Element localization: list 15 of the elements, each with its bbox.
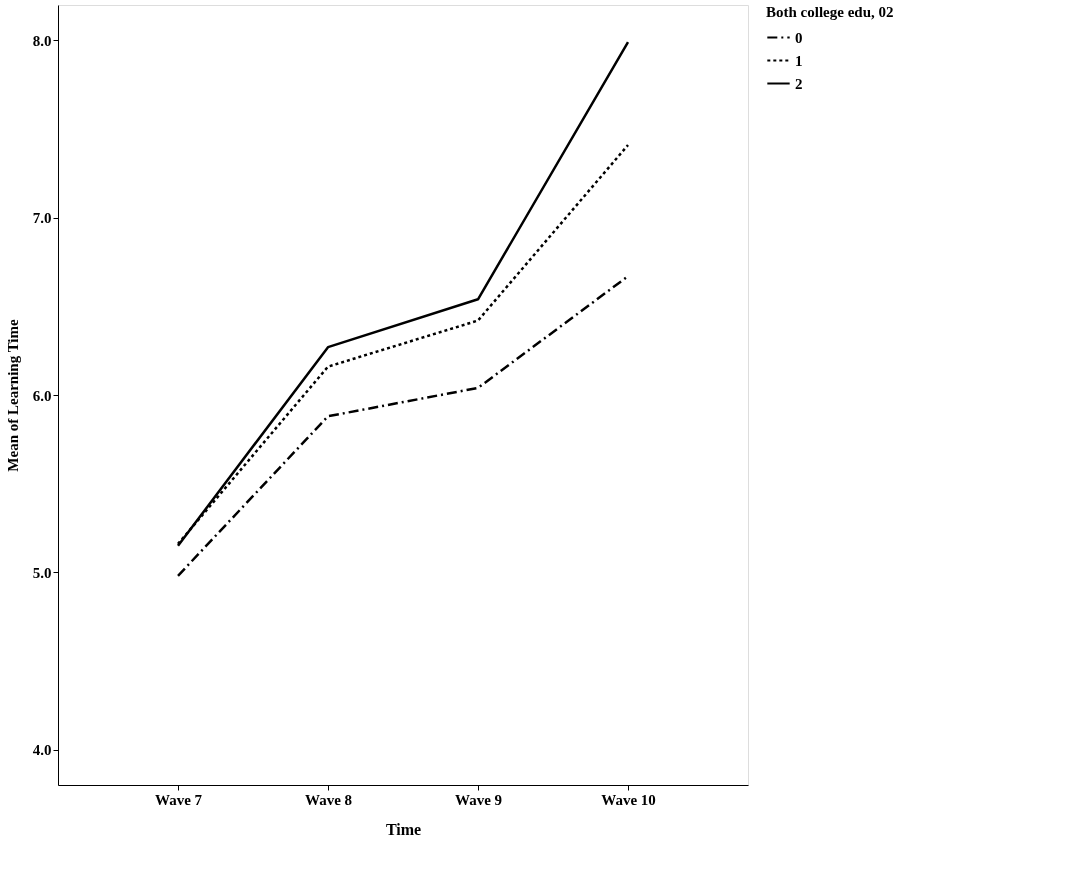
y-tick-label: 4.0 — [32, 742, 52, 759]
x-tick-label: Wave 7 — [154, 791, 203, 808]
legend-title: Both college edu, 02 — [766, 4, 894, 20]
x-axis-title: Time — [385, 820, 422, 838]
y-tick-label: 5.0 — [32, 564, 52, 581]
y-axis-title: Mean of Learning Time — [4, 318, 21, 472]
x-tick-label: Wave 8 — [304, 791, 353, 808]
legend-label: 1 — [795, 52, 803, 69]
y-tick-label: 7.0 — [32, 210, 52, 227]
legend-label: 2 — [795, 75, 803, 92]
x-tick-label: Wave 9 — [454, 791, 503, 808]
legend-label: 0 — [795, 29, 803, 46]
y-tick-label: 6.0 — [32, 387, 52, 404]
x-tick-label: Wave 10 — [601, 791, 656, 808]
y-tick-label: 8.0 — [32, 32, 52, 49]
